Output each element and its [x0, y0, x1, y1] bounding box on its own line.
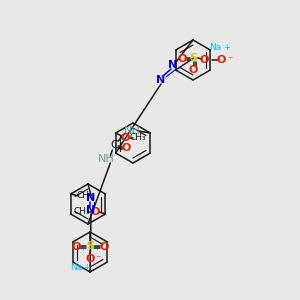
Text: S: S: [190, 53, 198, 63]
Text: +: +: [223, 44, 230, 52]
Text: N: N: [168, 60, 178, 70]
Text: O: O: [121, 133, 130, 143]
Text: S: S: [86, 241, 94, 251]
Text: NH: NH: [124, 126, 141, 136]
Text: O: O: [178, 54, 188, 64]
Text: O: O: [200, 55, 209, 65]
Text: N: N: [86, 205, 96, 215]
Text: O: O: [217, 55, 226, 65]
Text: NH: NH: [98, 154, 115, 164]
Text: CH₃: CH₃: [73, 208, 90, 217]
Text: O: O: [85, 254, 95, 264]
Text: O: O: [189, 65, 198, 75]
Text: :: :: [82, 242, 84, 251]
Text: Na: Na: [70, 263, 82, 272]
Text: Na: Na: [210, 44, 222, 52]
Text: +: +: [84, 263, 90, 272]
Text: C: C: [110, 140, 118, 150]
Text: O: O: [71, 242, 81, 252]
Text: CH₃: CH₃: [129, 134, 146, 142]
Text: O: O: [122, 143, 131, 153]
Text: O: O: [91, 207, 100, 217]
Text: :: :: [96, 242, 98, 251]
Text: ⁻: ⁻: [95, 254, 101, 264]
Text: O: O: [99, 242, 109, 252]
Text: N: N: [156, 75, 166, 85]
Text: N: N: [86, 193, 96, 203]
Text: CH₃: CH₃: [76, 191, 93, 200]
Text: ⁻: ⁻: [227, 55, 232, 65]
